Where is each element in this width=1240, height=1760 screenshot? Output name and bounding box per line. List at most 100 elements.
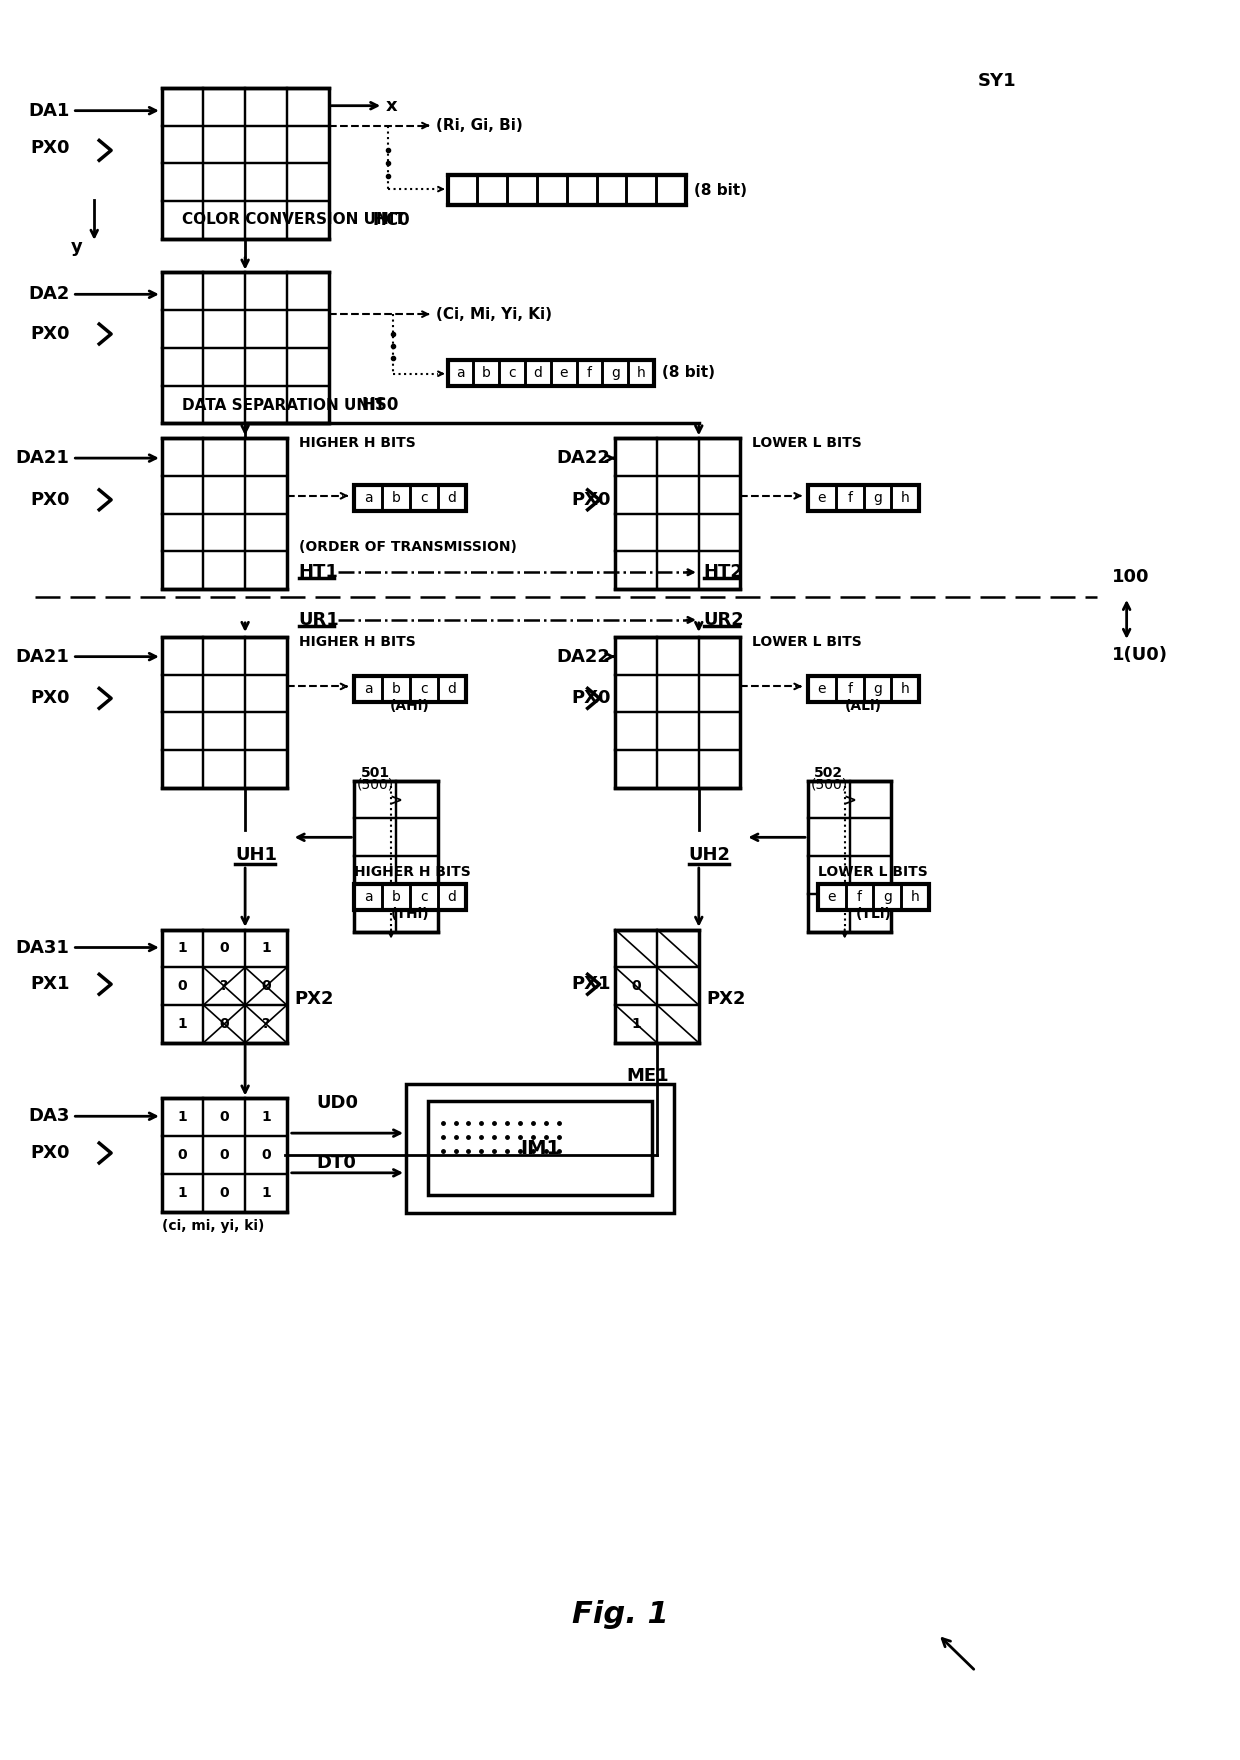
Text: ?: ? <box>221 979 228 993</box>
Text: DA2: DA2 <box>29 285 69 303</box>
Bar <box>448 176 686 204</box>
Bar <box>355 486 465 510</box>
Text: d: d <box>448 891 456 905</box>
Text: f: f <box>587 366 591 380</box>
Text: c: c <box>420 891 428 905</box>
Bar <box>428 1102 652 1195</box>
Text: UH1: UH1 <box>236 847 278 864</box>
Text: LOWER L BITS: LOWER L BITS <box>753 436 862 451</box>
Text: ?: ? <box>262 1017 270 1031</box>
Text: d: d <box>448 683 456 697</box>
Text: 0: 0 <box>262 979 270 993</box>
Text: 0: 0 <box>219 1148 229 1162</box>
Text: g: g <box>611 366 620 380</box>
Text: PX0: PX0 <box>30 1144 69 1162</box>
Text: b: b <box>482 366 491 380</box>
Text: a: a <box>456 366 465 380</box>
Bar <box>818 884 929 910</box>
Text: 1: 1 <box>262 942 270 956</box>
Text: HIGHER H BITS: HIGHER H BITS <box>355 866 471 878</box>
Text: x: x <box>386 97 398 114</box>
Text: b: b <box>392 491 401 505</box>
Text: 0: 0 <box>219 1186 229 1200</box>
Text: ME1: ME1 <box>626 1067 670 1084</box>
Text: Fig. 1: Fig. 1 <box>572 1600 668 1630</box>
Text: DT0: DT0 <box>316 1155 356 1172</box>
Text: c: c <box>420 491 428 505</box>
Text: e: e <box>817 683 826 697</box>
Text: UR2: UR2 <box>704 611 744 628</box>
Bar <box>161 273 329 424</box>
Text: (Ri, Gi, Bi): (Ri, Gi, Bi) <box>435 118 522 134</box>
Bar <box>161 438 286 590</box>
Text: h: h <box>911 891 920 905</box>
Text: a: a <box>363 683 372 697</box>
Text: HT2: HT2 <box>704 563 744 581</box>
Text: 502: 502 <box>815 766 843 780</box>
Text: d: d <box>448 491 456 505</box>
Text: PX0: PX0 <box>570 491 610 509</box>
Text: e: e <box>827 891 836 905</box>
Text: 1: 1 <box>262 1111 270 1125</box>
Text: DA22: DA22 <box>557 648 610 665</box>
Text: SY1: SY1 <box>977 72 1017 90</box>
Text: 100: 100 <box>1112 568 1149 586</box>
Text: PX1: PX1 <box>570 975 610 993</box>
Text: UH2: UH2 <box>689 847 730 864</box>
Text: 0: 0 <box>177 1148 187 1162</box>
Text: f: f <box>847 683 852 697</box>
Text: h: h <box>901 491 910 505</box>
Text: PX0: PX0 <box>30 491 69 509</box>
Text: h: h <box>637 366 646 380</box>
Bar <box>161 88 329 239</box>
Text: a: a <box>363 891 372 905</box>
Bar <box>448 359 655 385</box>
Text: UR1: UR1 <box>299 611 340 628</box>
Text: g: g <box>873 491 882 505</box>
Text: PX0: PX0 <box>30 690 69 708</box>
Text: b: b <box>392 683 401 697</box>
Text: (8 bit): (8 bit) <box>694 183 746 197</box>
Text: 1: 1 <box>631 1017 641 1031</box>
Text: (TLi): (TLi) <box>856 906 892 920</box>
Text: DATA SEPARATION UNIT: DATA SEPARATION UNIT <box>181 398 391 414</box>
Text: b: b <box>392 891 401 905</box>
Text: c: c <box>508 366 516 380</box>
Text: 0: 0 <box>631 979 641 993</box>
Text: DA31: DA31 <box>16 938 69 956</box>
Text: 1: 1 <box>177 1017 187 1031</box>
Text: HIGHER H BITS: HIGHER H BITS <box>299 436 415 451</box>
Text: f: f <box>847 491 852 505</box>
Text: (500): (500) <box>810 778 847 792</box>
Text: g: g <box>883 891 892 905</box>
Text: PX0: PX0 <box>570 690 610 708</box>
Text: PX2: PX2 <box>707 991 746 1008</box>
Text: c: c <box>420 683 428 697</box>
Text: DA22: DA22 <box>557 449 610 466</box>
Text: a: a <box>363 491 372 505</box>
Text: IM1: IM1 <box>520 1139 560 1158</box>
Text: g: g <box>873 683 882 697</box>
Text: PX0: PX0 <box>30 326 69 343</box>
Text: COLOR CONVERSION UNIT: COLOR CONVERSION UNIT <box>181 213 409 227</box>
Text: 0: 0 <box>262 1148 270 1162</box>
Bar <box>355 884 465 910</box>
Text: 0: 0 <box>219 1111 229 1125</box>
Text: DA1: DA1 <box>29 102 69 120</box>
Text: (THi): (THi) <box>391 906 429 920</box>
Text: y: y <box>71 238 82 255</box>
Bar <box>808 676 919 702</box>
Text: (Ci, Mi, Yi, Ki): (Ci, Mi, Yi, Ki) <box>435 306 552 322</box>
Bar <box>808 486 919 510</box>
Text: HT1: HT1 <box>299 563 339 581</box>
Text: HS0: HS0 <box>361 396 398 415</box>
Text: HIGHER H BITS: HIGHER H BITS <box>299 635 415 649</box>
Text: HC0: HC0 <box>372 211 409 229</box>
Bar <box>161 637 286 788</box>
Text: PX0: PX0 <box>30 139 69 157</box>
Text: f: f <box>857 891 862 905</box>
Bar <box>808 781 892 931</box>
Text: LOWER L BITS: LOWER L BITS <box>753 635 862 649</box>
Text: (AHi): (AHi) <box>391 699 430 713</box>
Text: e: e <box>817 491 826 505</box>
